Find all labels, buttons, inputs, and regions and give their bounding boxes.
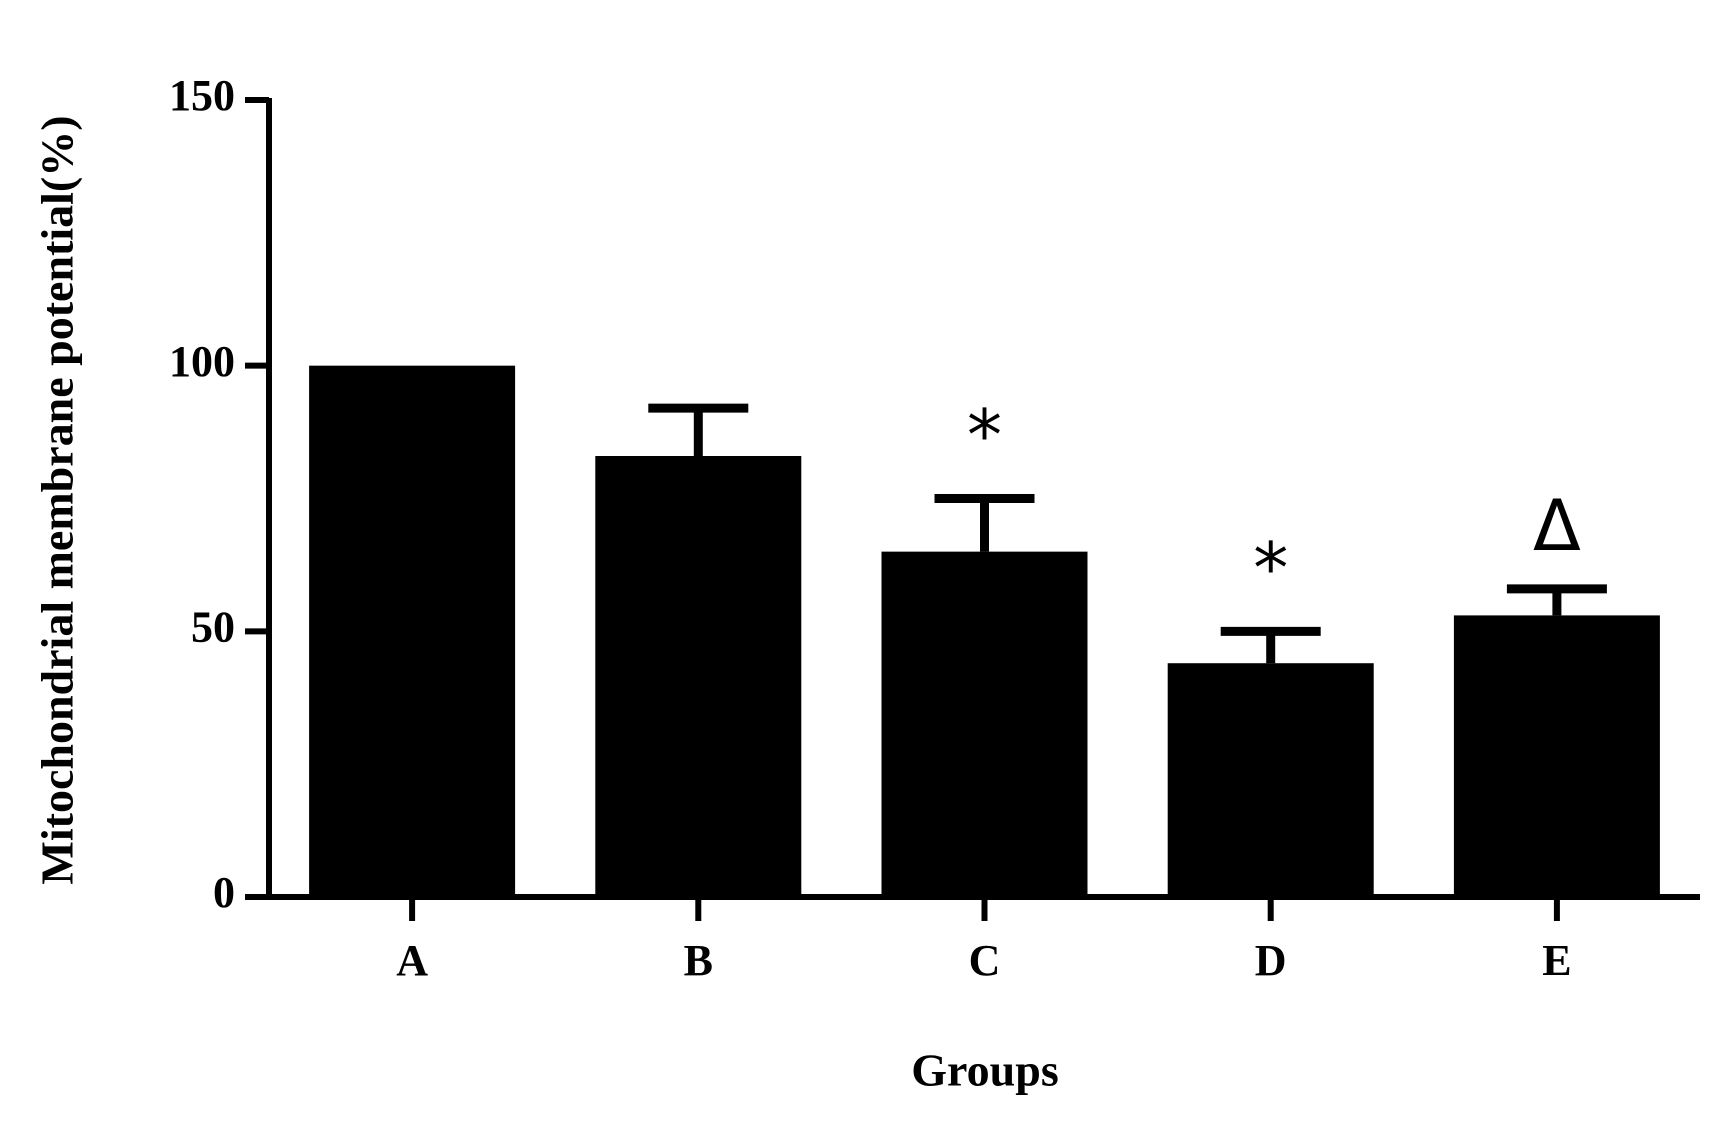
x-tick-label: E — [1542, 936, 1571, 985]
y-tick-label: 0 — [213, 868, 235, 917]
x-tick-label: D — [1255, 936, 1287, 985]
y-tick-label: 50 — [191, 602, 235, 651]
significance-label: Δ — [1533, 485, 1581, 567]
y-tick-label: 150 — [169, 71, 235, 120]
bar — [1453, 615, 1660, 897]
bar — [881, 551, 1088, 897]
x-tick-label: C — [969, 936, 1001, 985]
y-tick-label: 100 — [169, 337, 235, 386]
significance-label: * — [1253, 527, 1288, 609]
bar — [1167, 663, 1374, 897]
significance-label: * — [967, 395, 1002, 477]
x-axis-title: Groups — [911, 1045, 1058, 1096]
x-tick-label: A — [396, 936, 428, 985]
bar — [595, 455, 802, 897]
x-tick-label: B — [684, 936, 713, 985]
bar — [309, 365, 516, 898]
y-axis-title: Mitochondrial membrane potential(%) — [32, 115, 83, 884]
